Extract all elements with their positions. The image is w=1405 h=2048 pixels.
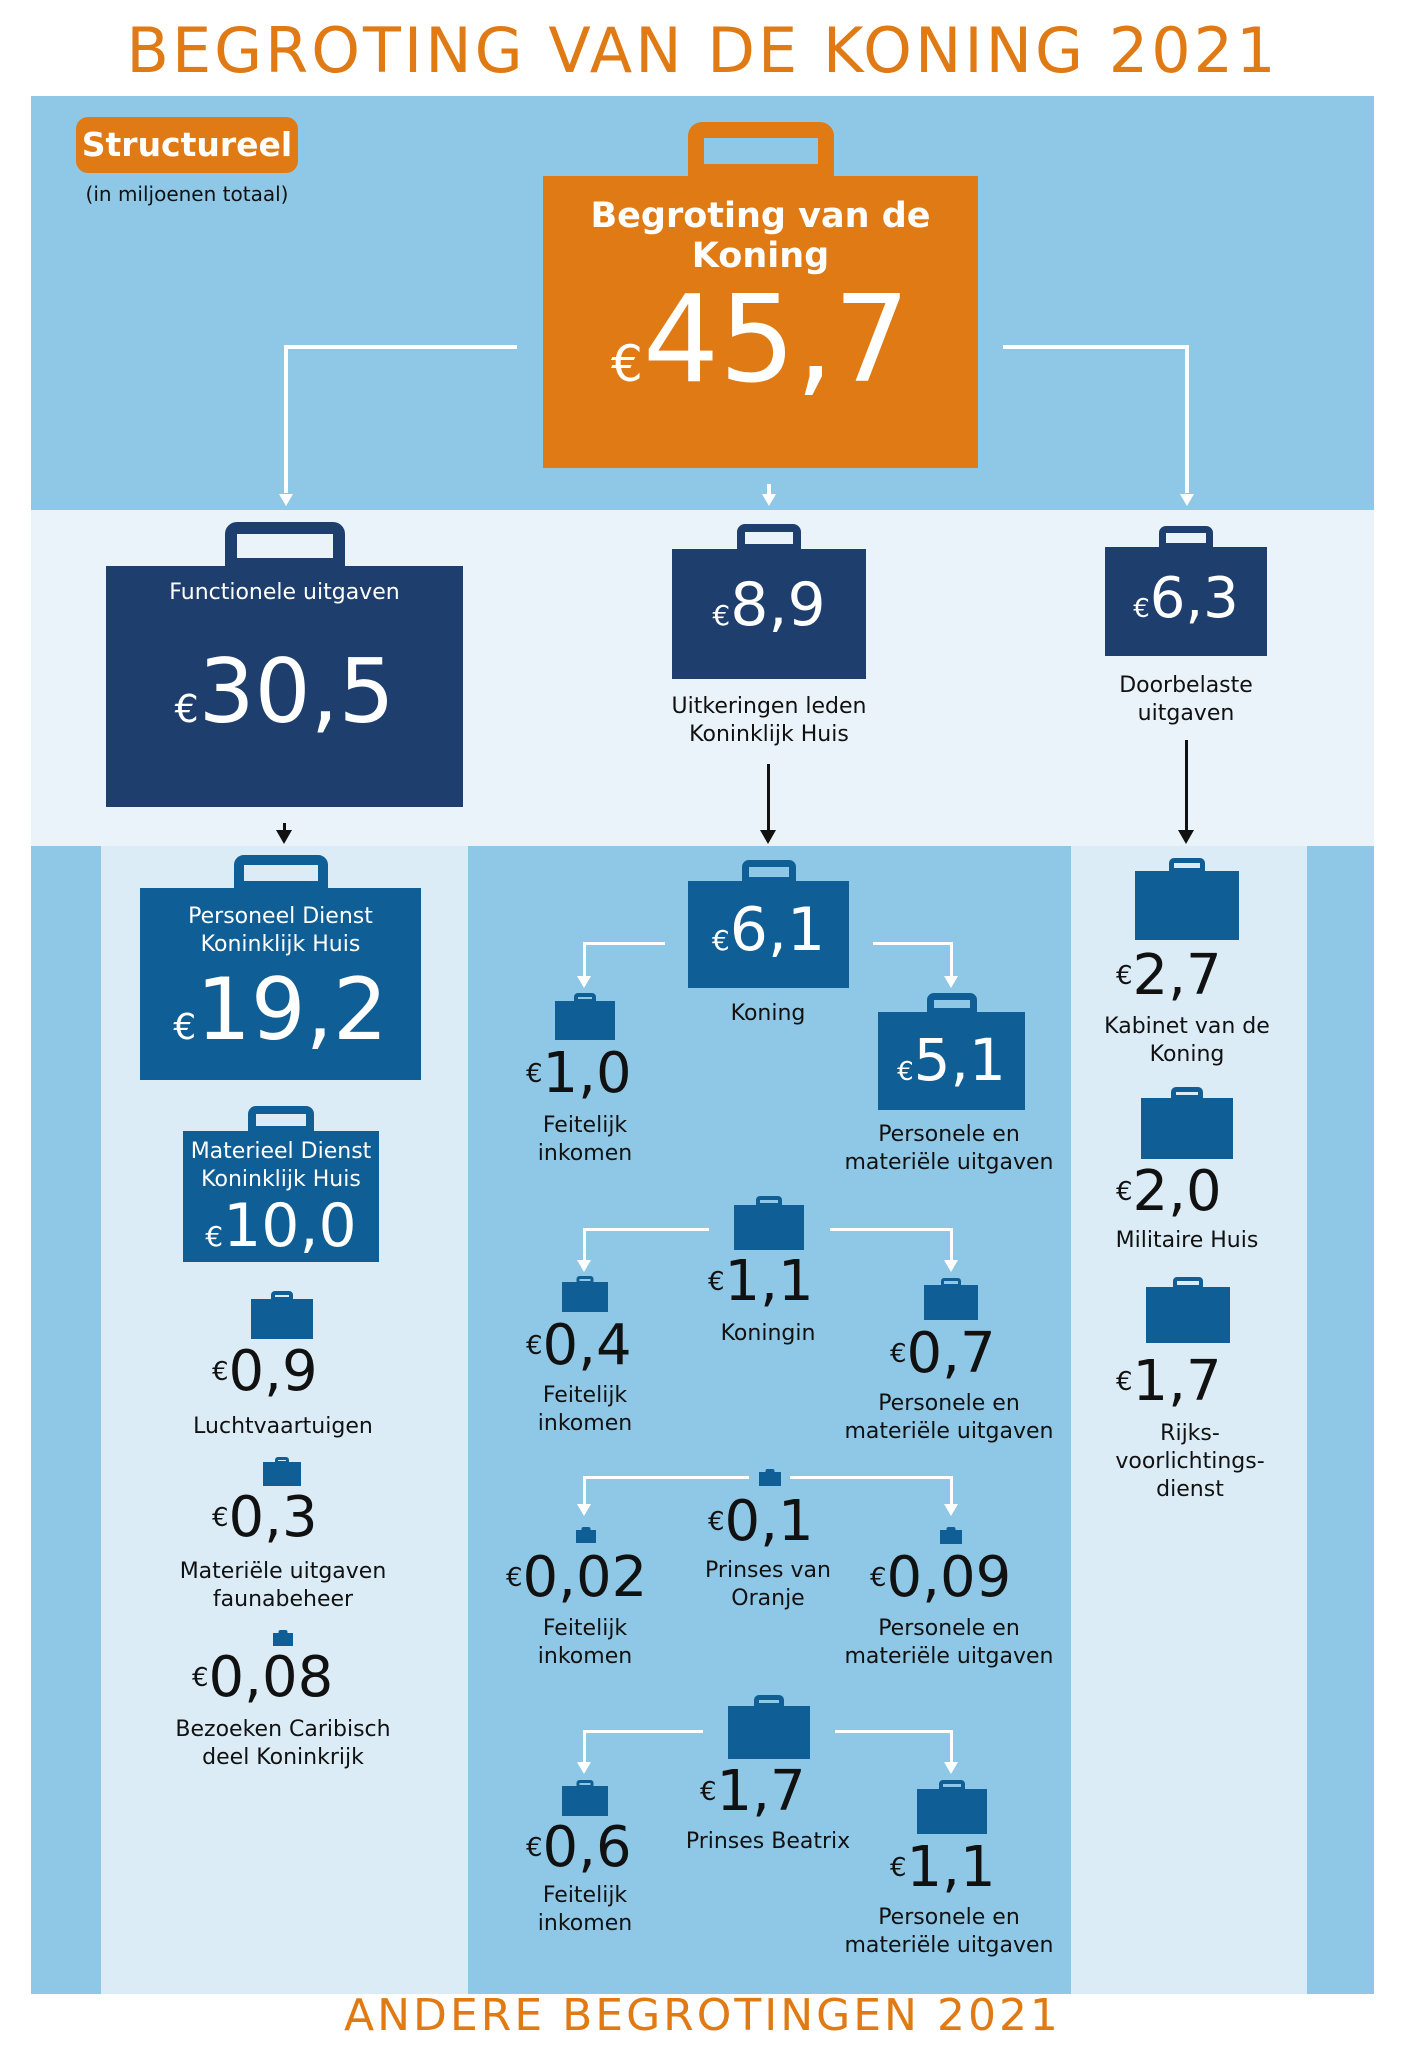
oranje-label: Prinses van Oranje <box>705 1558 831 1611</box>
faunabeheer-amount: €0,3 <box>212 1485 318 1550</box>
functionele-briefcase-icon <box>106 522 463 807</box>
beatrix-uitgaven-label: Personele en materiële uitgaven <box>844 1905 1054 1958</box>
koning-uitgaven-briefcase-icon <box>878 993 1025 1110</box>
koningin-inkomen-label: Feitelijk inkomen <box>537 1383 633 1436</box>
functionele-label: Functionele uitgaven <box>169 580 400 605</box>
beatrix-uitgaven-amount: €1,1 <box>890 1835 996 1900</box>
koningin-amount: €1,1 <box>708 1249 814 1314</box>
oranje-uitgaven-briefcase-icon <box>940 1527 962 1544</box>
beatrix-label: Prinses Beatrix <box>685 1829 851 1854</box>
kabinet-briefcase-icon <box>1135 858 1239 940</box>
koningin-briefcase-icon <box>734 1196 804 1250</box>
beatrix-inkomen-label: Feitelijk inkomen <box>537 1883 633 1936</box>
doorbelaste-label: Doorbelaste uitgaven <box>1119 673 1253 726</box>
main-budget-label: Begroting van de Koning <box>590 196 931 276</box>
koningin-uitgaven-amount: €0,7 <box>890 1321 996 1386</box>
rvd-briefcase-icon <box>1146 1277 1230 1343</box>
caribisch-briefcase-icon <box>273 1630 293 1646</box>
kabinet-label: Kabinet van de Koning <box>1104 1014 1270 1067</box>
oranje-amount: €0,1 <box>708 1489 814 1554</box>
koning-amount: €6,1 <box>711 895 826 965</box>
oranje-inkomen-label: Feitelijk inkomen <box>537 1616 633 1669</box>
footer-title: ANDERE BEGROTINGEN 2021 <box>344 1990 1061 2041</box>
beatrix-briefcase-icon <box>728 1695 810 1759</box>
luchtvaartuigen-amount: €0,9 <box>212 1339 318 1404</box>
structureel-badge: Structureel <box>76 117 298 173</box>
oranje-uitgaven-label: Personele en materiële uitgaven <box>844 1616 1054 1669</box>
badge-subtitle: (in miljoenen totaal) <box>85 182 289 206</box>
beatrix-uitgaven-briefcase-icon <box>917 1780 987 1834</box>
luchtvaartuigen-label: Luchtvaartuigen <box>193 1414 373 1439</box>
koningin-inkomen-briefcase-icon <box>562 1276 608 1312</box>
personeel-briefcase-icon <box>140 855 421 1080</box>
beatrix-amount: €1,7 <box>700 1759 806 1824</box>
kabinet-amount: €2,7 <box>1116 943 1222 1008</box>
koning-label: Koning <box>730 1001 806 1026</box>
main-briefcase-icon <box>543 122 978 468</box>
oranje-inkomen-amount: €0,02 <box>506 1545 648 1610</box>
caribisch-label: Bezoeken Caribisch deel Koninkrijk <box>175 1717 391 1770</box>
uitkeringen-label: Uitkeringen leden Koninklijk Huis <box>671 694 867 747</box>
faunabeheer-label: Materiële uitgaven faunabeheer <box>179 1559 387 1612</box>
luchtvaartuigen-briefcase-icon <box>251 1291 313 1339</box>
koning-inkomen-label: Feitelijk inkomen <box>537 1113 633 1166</box>
koningin-uitgaven-label: Personele en materiële uitgaven <box>844 1391 1054 1444</box>
materieel-briefcase-icon <box>183 1106 379 1262</box>
doorbelaste-briefcase-icon <box>1105 526 1267 656</box>
koningin-inkomen-amount: €0,4 <box>526 1313 632 1378</box>
militaire-label: Militaire Huis <box>1115 1228 1259 1253</box>
uitkeringen-amount: €8,9 <box>712 570 826 640</box>
koning-inkomen-briefcase-icon <box>555 993 615 1040</box>
personeel-amount: €19,2 <box>173 960 388 1060</box>
main-budget-amount: €45,7 <box>611 271 910 410</box>
koning-briefcase-icon <box>688 860 849 988</box>
beatrix-inkomen-amount: €0,6 <box>526 1815 632 1880</box>
faunabeheer-briefcase-icon <box>263 1457 301 1486</box>
militaire-amount: €2,0 <box>1116 1159 1222 1224</box>
rvd-amount: €1,7 <box>1116 1349 1222 1414</box>
uitkeringen-briefcase-icon <box>672 524 866 679</box>
koning-uitgaven-amount: €5,1 <box>897 1026 1006 1094</box>
caribisch-amount: €0,08 <box>192 1645 334 1710</box>
right-column-panel <box>1071 846 1307 1994</box>
oranje-inkomen-briefcase-icon <box>576 1527 596 1543</box>
koning-inkomen-amount: €1,0 <box>526 1041 632 1106</box>
koningin-uitgaven-briefcase-icon <box>924 1278 978 1320</box>
materieel-amount: €10,0 <box>205 1191 357 1261</box>
oranje-uitgaven-amount: €0,09 <box>870 1545 1012 1610</box>
page-title: BEGROTING VAN DE KONING 2021 <box>126 14 1279 87</box>
rvd-label: Rijks-voorlichtings-dienst <box>1115 1421 1265 1502</box>
oranje-briefcase-icon <box>759 1469 781 1486</box>
functionele-amount: €30,5 <box>174 640 395 743</box>
personeel-label: Personeel Dienst Koninklijk Huis <box>188 904 373 957</box>
beatrix-inkomen-briefcase-icon <box>562 1780 608 1816</box>
doorbelaste-amount: €6,3 <box>1133 566 1239 631</box>
militaire-briefcase-icon <box>1141 1087 1233 1159</box>
koningin-label: Koningin <box>720 1321 816 1346</box>
materieel-label: Materieel Dienst Koninklijk Huis <box>190 1139 372 1192</box>
koning-uitgaven-label: Personele en materiële uitgaven <box>844 1122 1054 1175</box>
